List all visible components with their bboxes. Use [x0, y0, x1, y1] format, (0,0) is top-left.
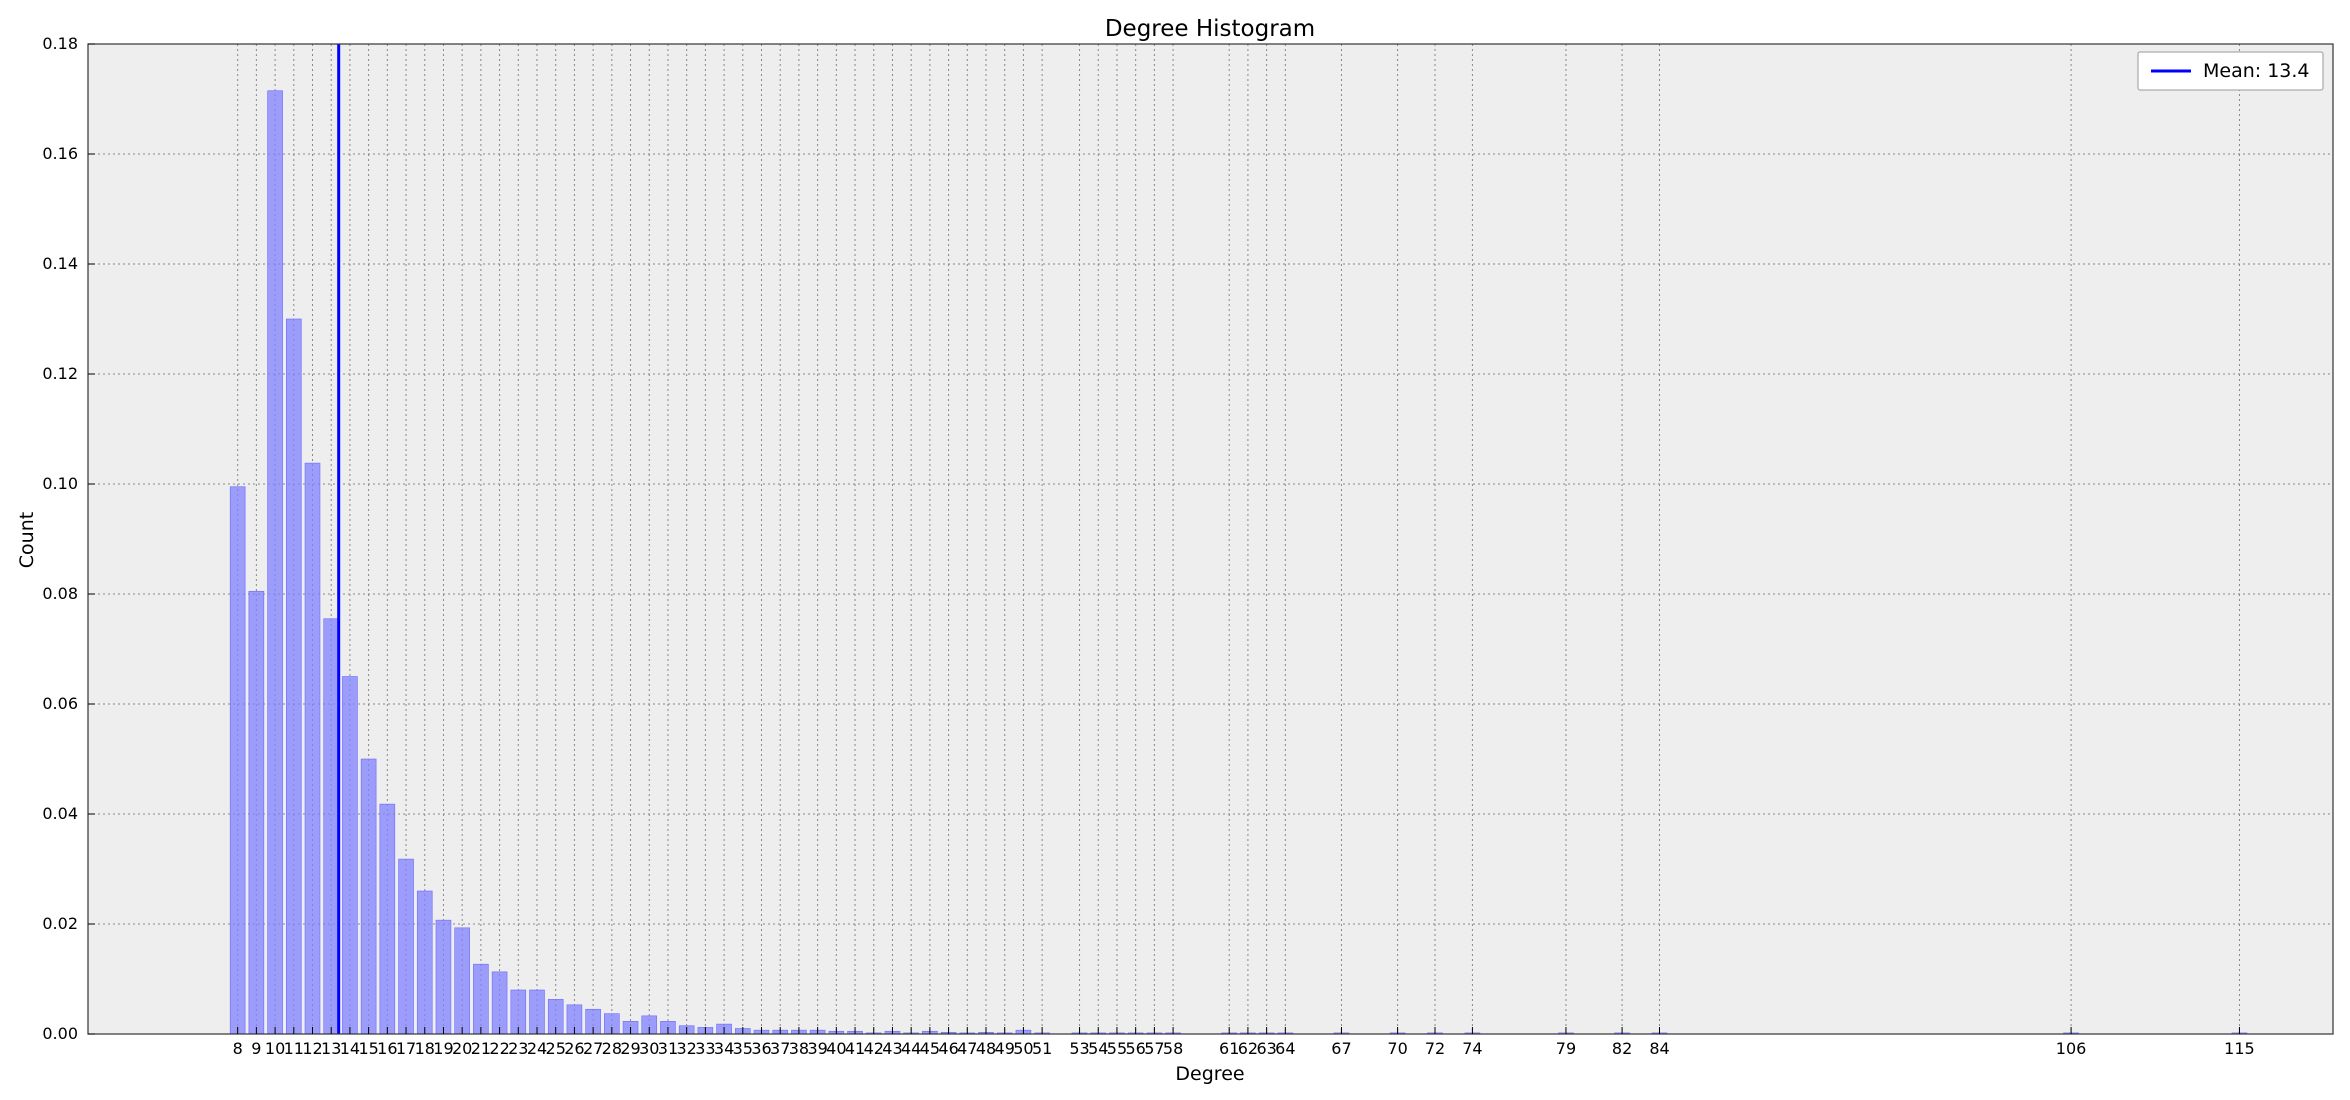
bar-degree-18: [416, 890, 433, 1035]
x-tick-label: 45: [920, 1039, 940, 1058]
x-tick-label: 19: [433, 1039, 453, 1058]
y-tick-label: 0.06: [42, 694, 78, 713]
x-tick-label: 32: [676, 1039, 696, 1058]
bar-degree-14: [342, 676, 358, 1035]
x-tick-label: 36: [751, 1039, 771, 1058]
x-tick-label: 13: [321, 1039, 341, 1058]
plot-frame: [87, 43, 2334, 1035]
x-tick-label: 23: [508, 1039, 528, 1058]
x-tick-label: 79: [1556, 1039, 1576, 1058]
y-tick-label: 0.04: [42, 804, 78, 823]
x-tick-label: 20: [452, 1039, 472, 1058]
y-axis-label: Count: [16, 512, 38, 568]
x-tick-label: 55: [1107, 1039, 1127, 1058]
x-tick-label: 84: [1649, 1039, 1669, 1058]
x-tick-label: 10: [265, 1039, 285, 1058]
x-tick-label: 46: [938, 1039, 958, 1058]
x-tick-label: 57: [1144, 1039, 1164, 1058]
x-tick-label: 50: [1013, 1039, 1033, 1058]
bar-degree-16: [379, 803, 396, 1035]
x-tick-label: 51: [1032, 1039, 1052, 1058]
x-tick-label: 115: [2224, 1039, 2255, 1058]
x-tick-label: 70: [1387, 1039, 1407, 1058]
x-tick-label: 62: [1238, 1039, 1258, 1058]
bar-degree-9: [248, 590, 265, 1035]
bar-degree-10: [267, 90, 283, 1035]
x-tick-label: 106: [2056, 1039, 2087, 1058]
x-tick-label: 47: [957, 1039, 977, 1058]
x-tick-label: 33: [695, 1039, 715, 1058]
x-axis-label: Degree: [1175, 1063, 1244, 1085]
bars: [229, 90, 2248, 1035]
x-tick-label: 48: [976, 1039, 996, 1058]
y-tick-label: 0.12: [42, 364, 78, 383]
x-tick-label: 53: [1069, 1039, 1089, 1058]
legend-box: [2137, 51, 2324, 91]
x-tick-label: 18: [415, 1039, 435, 1058]
y-tick-label: 0.18: [42, 34, 78, 53]
x-tick-label: 58: [1163, 1039, 1183, 1058]
y-tick-label: 0.10: [42, 474, 78, 493]
y-tick-label: 0.02: [42, 914, 78, 933]
x-tick-label: 54: [1088, 1039, 1108, 1058]
x-axis-ticks: 8 9 10111213141516171819202122232425262728…: [233, 1027, 2255, 1058]
x-tick-label: 8: [233, 1039, 243, 1058]
x-tick-label: 74: [1462, 1039, 1482, 1058]
x-tick-label: 35: [733, 1039, 753, 1058]
x-tick-label: 40: [826, 1039, 846, 1058]
x-tick-label: 82: [1612, 1039, 1632, 1058]
chart-title: Degree Histogram: [1105, 16, 1315, 42]
x-tick-label: 12: [302, 1039, 322, 1058]
x-tick-label: 27: [583, 1039, 603, 1058]
x-tick-label: 56: [1125, 1039, 1145, 1058]
x-tick-label: 38: [789, 1039, 809, 1058]
y-tick-label: 0.14: [42, 254, 78, 273]
bar-degree-19: [435, 919, 452, 1035]
x-tick-label: 30: [639, 1039, 659, 1058]
x-tick-label: 34: [714, 1039, 734, 1058]
legend-mean-label: Mean: 13.4: [2203, 60, 2310, 82]
bar-degree-13: [323, 618, 339, 1035]
x-tick-label: 42: [864, 1039, 884, 1058]
x-tick-label: 31: [658, 1039, 678, 1058]
x-tick-label: 44: [901, 1039, 921, 1058]
x-tick-label: 26: [564, 1039, 584, 1058]
x-tick-label: 41: [845, 1039, 865, 1058]
x-tick-label: 29: [620, 1039, 640, 1058]
x-tick-label: 17: [396, 1039, 416, 1058]
x-tick-label: 64: [1275, 1039, 1295, 1058]
x-tick-label: 28: [602, 1039, 622, 1058]
x-tick-label: 43: [882, 1039, 902, 1058]
bar-degree-21: [473, 963, 489, 1035]
x-tick-label: 15: [358, 1039, 378, 1058]
x-tick-label: 61: [1219, 1039, 1239, 1058]
y-tick-label: 0.00: [42, 1024, 78, 1043]
bar-degree-20: [454, 927, 470, 1035]
x-tick-label: 63: [1256, 1039, 1276, 1058]
y-tick-label: 0.16: [42, 144, 78, 163]
bar-degree-11: [286, 318, 302, 1035]
x-tick-label: 22: [489, 1039, 509, 1058]
x-tick-label: 21: [471, 1039, 491, 1058]
bar-degree-8: [229, 486, 246, 1035]
bar-degree-17: [398, 858, 414, 1035]
y-axis-ticks: 0.00 0.02 0.04 0.06 0.08 0.10 0.12 0.14 0.16 0.18: [42, 34, 95, 1043]
x-tick-label: 24: [527, 1039, 547, 1058]
x-tick-label: 67: [1331, 1039, 1351, 1058]
x-tick-label: 14: [340, 1039, 360, 1058]
x-tick-label: 9: [251, 1039, 261, 1058]
x-tick-label: 72: [1425, 1039, 1445, 1058]
bar-degree-15: [360, 758, 377, 1035]
x-tick-label: 37: [770, 1039, 790, 1058]
x-tick-label: 11: [284, 1039, 304, 1058]
x-tick-label: 25: [546, 1039, 566, 1058]
x-tick-label: 16: [377, 1039, 397, 1058]
legend: Mean: 13.4: [2137, 51, 2324, 91]
x-tick-label: 49: [995, 1039, 1015, 1058]
bar-degree-22: [491, 971, 508, 1035]
x-tick-label: 39: [807, 1039, 827, 1058]
bar-degree-12: [304, 462, 321, 1035]
y-tick-label: 0.08: [42, 584, 78, 603]
